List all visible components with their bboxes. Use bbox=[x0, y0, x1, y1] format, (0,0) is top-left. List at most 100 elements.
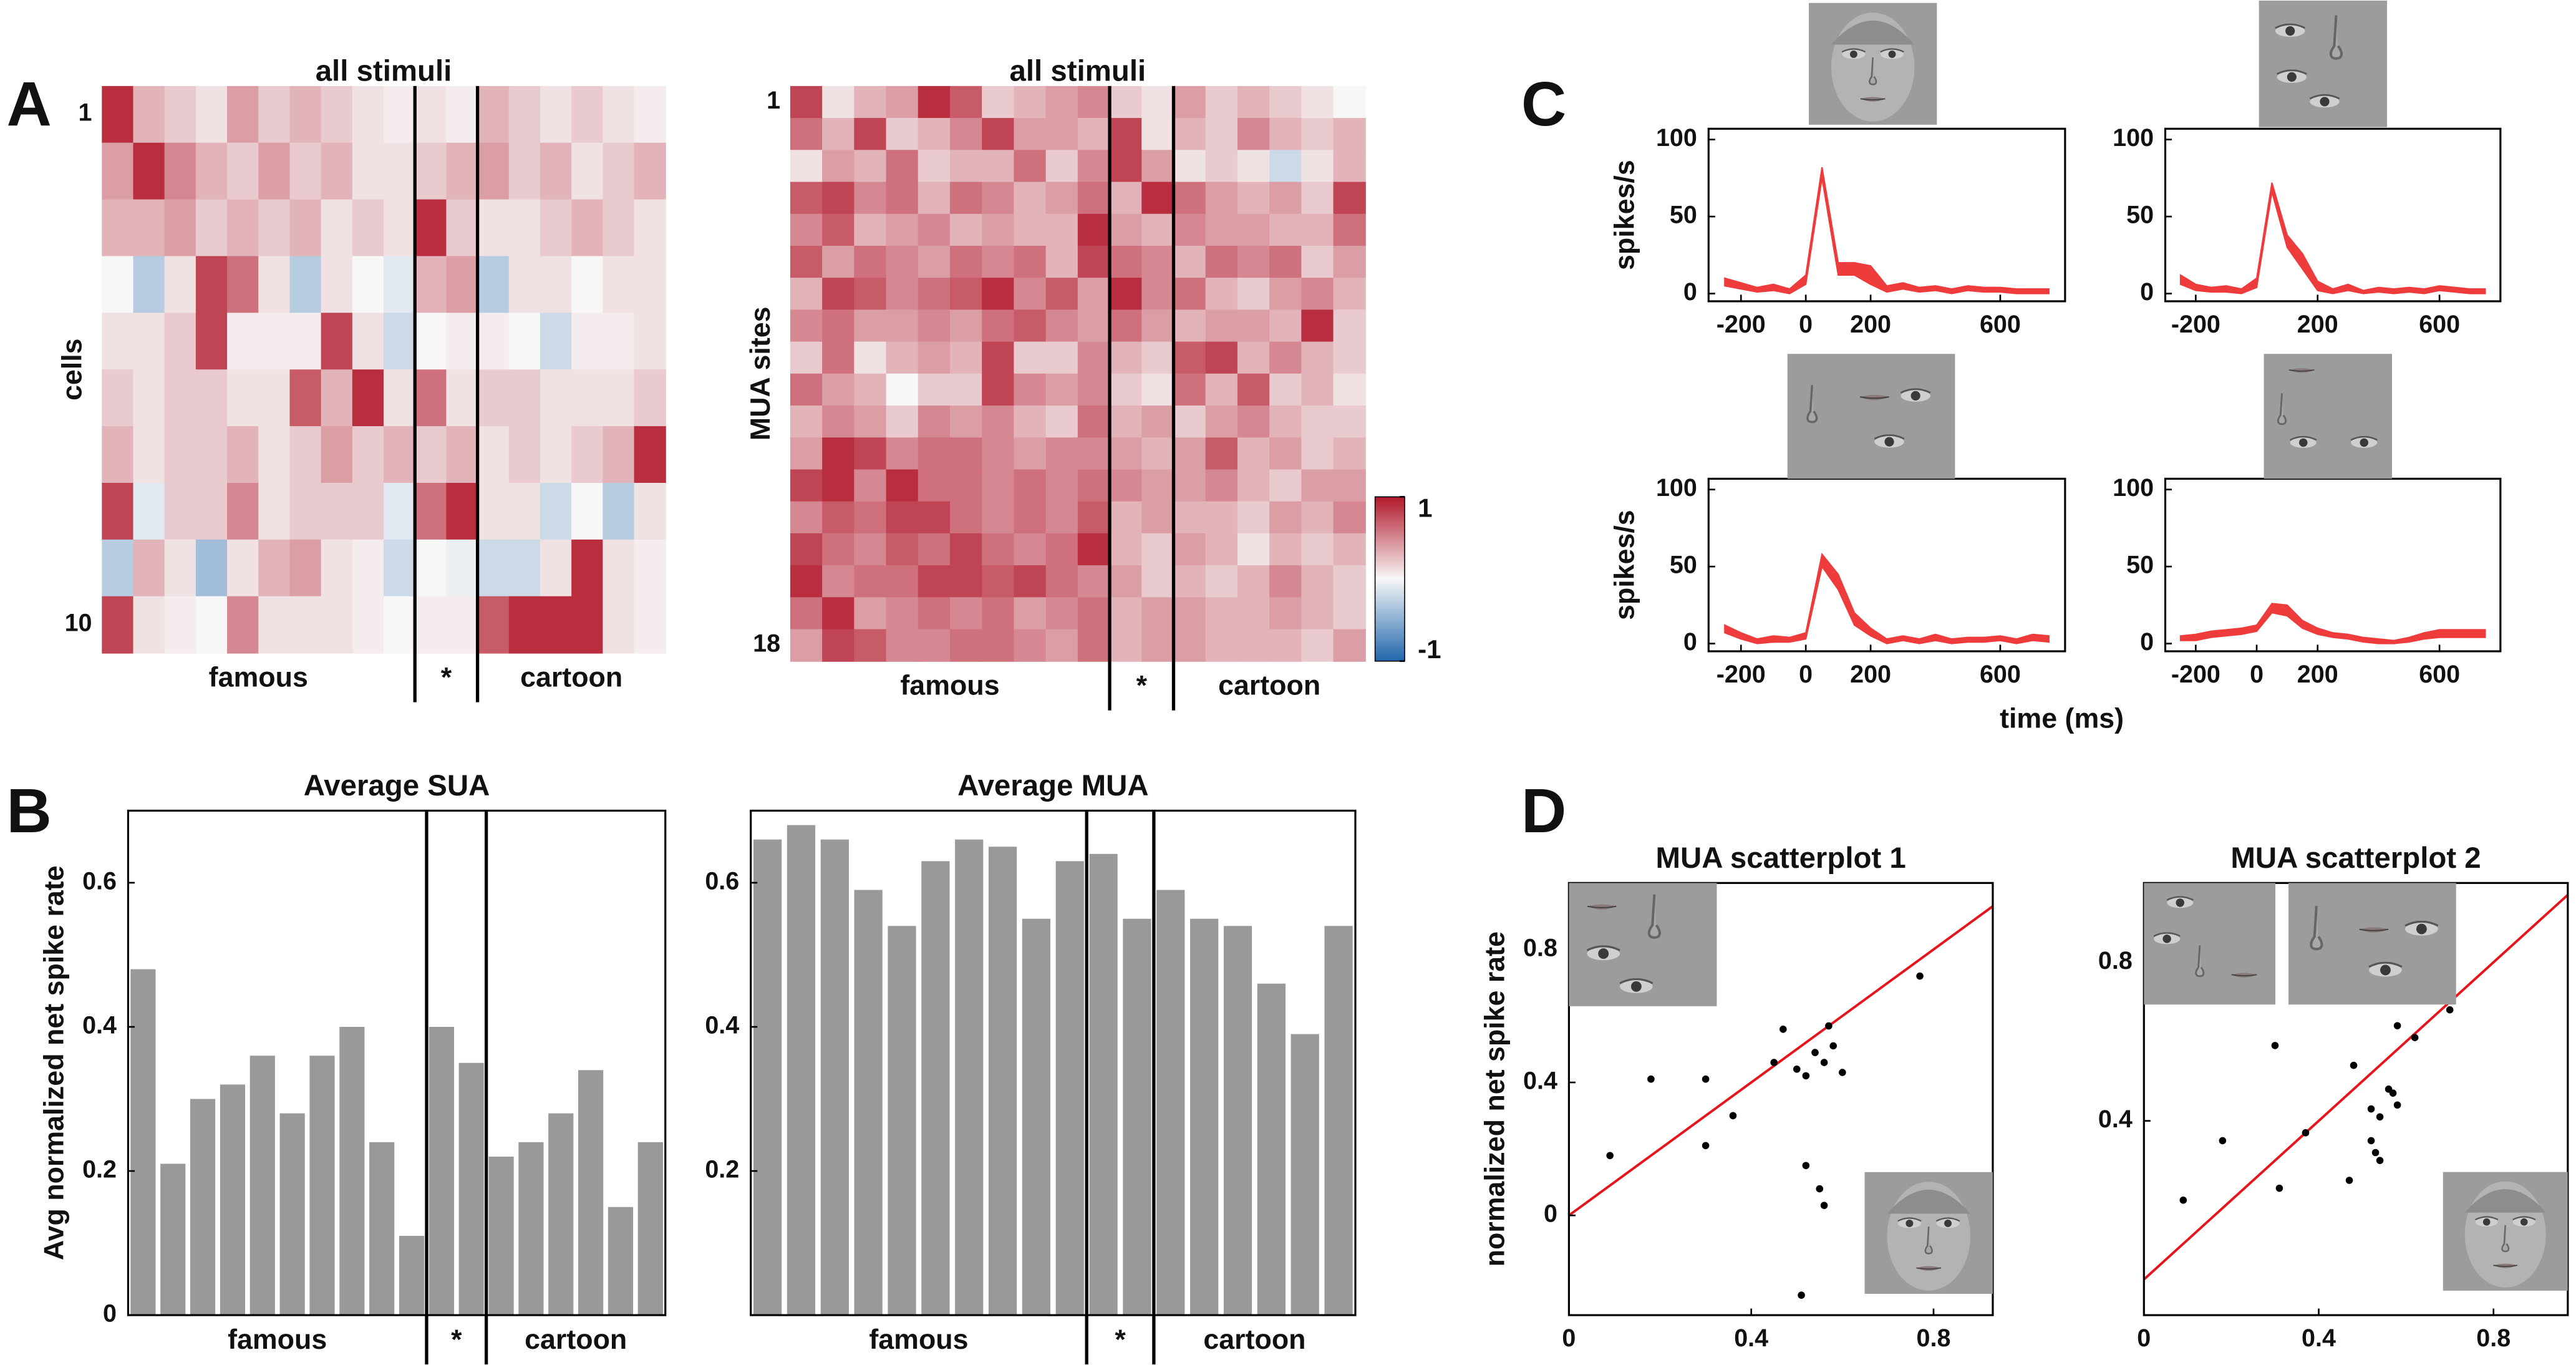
heatmap-cell bbox=[982, 469, 1015, 502]
plot-frame bbox=[1707, 127, 2066, 303]
x-tick-label: -200 bbox=[1717, 311, 1766, 338]
heatmap-cell bbox=[195, 369, 228, 427]
scatter-point bbox=[1811, 1049, 1819, 1056]
heatmap-cell bbox=[918, 341, 951, 374]
heatmap-cell bbox=[477, 256, 510, 314]
heatmap-cell bbox=[1077, 437, 1111, 470]
heatmap-cell bbox=[790, 85, 823, 119]
heatmap-cell bbox=[854, 533, 887, 566]
heatmap-cell bbox=[571, 596, 604, 654]
scatter-point bbox=[2393, 1101, 2401, 1109]
heatmap-cell bbox=[289, 426, 322, 484]
bar bbox=[1123, 918, 1151, 1316]
heatmap-cell bbox=[603, 482, 635, 540]
heatmap-cell bbox=[540, 85, 573, 143]
heatmap-cell bbox=[918, 469, 951, 502]
heatmap-cell bbox=[918, 213, 951, 247]
heatmap-cell bbox=[1045, 373, 1078, 407]
heatmap-cell bbox=[603, 313, 635, 371]
heatmap-cell bbox=[790, 501, 823, 534]
heatmap-cell bbox=[1333, 118, 1366, 151]
heatmap-cell bbox=[886, 245, 919, 279]
heatmap-cell bbox=[164, 199, 196, 257]
heatmap-cell bbox=[195, 199, 228, 257]
heatmap-cell bbox=[164, 539, 196, 597]
heatmap-cell bbox=[540, 426, 573, 484]
heatmap-cell bbox=[508, 369, 541, 427]
bar bbox=[130, 969, 156, 1316]
y-tick-label: 0 bbox=[2140, 628, 2154, 656]
heatmap-cell bbox=[1110, 245, 1143, 279]
bar bbox=[888, 926, 916, 1316]
heatmap-cell bbox=[1014, 309, 1047, 342]
colorbar bbox=[1374, 496, 1405, 662]
heatmap-cell bbox=[571, 369, 604, 427]
heatmap-cell bbox=[1205, 501, 1238, 534]
heatmap-cell bbox=[258, 482, 291, 540]
heatmap-cell bbox=[540, 256, 573, 314]
heatmap-cell bbox=[289, 369, 322, 427]
heatmap-cell bbox=[886, 213, 919, 247]
heatmap-cell bbox=[1141, 437, 1174, 470]
heatmap-cell bbox=[321, 142, 353, 200]
bar bbox=[279, 1113, 305, 1316]
heatmap-cell bbox=[886, 278, 919, 311]
heatmap-cell bbox=[1333, 406, 1366, 439]
heatmap-cell bbox=[790, 597, 823, 630]
heatmap-cell bbox=[352, 256, 385, 314]
heatmap-cell bbox=[289, 313, 322, 371]
heatmap-cell bbox=[1141, 469, 1174, 502]
heatmap-cell bbox=[1301, 469, 1334, 502]
heatmap-cell bbox=[918, 437, 951, 470]
heatmap-cell bbox=[1333, 565, 1366, 598]
heatmap-cell bbox=[352, 596, 385, 654]
heatmap-cell bbox=[540, 482, 573, 540]
bar bbox=[1022, 918, 1051, 1316]
scatter-point bbox=[2446, 1006, 2454, 1014]
y-tick-label: 0 bbox=[1683, 278, 1697, 306]
heatmap-cell bbox=[1269, 373, 1302, 407]
x-tick-label: 200 bbox=[1850, 311, 1891, 338]
bar bbox=[249, 1056, 275, 1316]
heatmap-cell bbox=[1301, 565, 1334, 598]
heatmap-cell bbox=[508, 596, 541, 654]
heatmap-cell bbox=[1173, 533, 1206, 566]
heatmap-cell bbox=[164, 596, 196, 654]
heatmap-cell bbox=[1205, 629, 1238, 662]
scatter-point bbox=[2367, 1105, 2375, 1113]
heatmap-cell bbox=[1141, 278, 1174, 311]
heatmap-cell bbox=[571, 313, 604, 371]
x-tick-label: 0.4 bbox=[2302, 1324, 2336, 1352]
heatmap-cell bbox=[918, 309, 951, 342]
heatmap-cell bbox=[352, 85, 385, 143]
scatter-point bbox=[2411, 1034, 2419, 1041]
heatmap-cell bbox=[1077, 533, 1111, 566]
heatmap-cell bbox=[854, 245, 887, 279]
heatmap-cell bbox=[1110, 437, 1143, 470]
heatmap-cell bbox=[1269, 597, 1302, 630]
heatmap-cell bbox=[1333, 278, 1366, 311]
y-tick-label: 0 bbox=[1544, 1200, 1557, 1228]
heatmap-cell bbox=[540, 199, 573, 257]
heatmap-cell bbox=[384, 369, 416, 427]
heatmap-cell bbox=[321, 482, 353, 540]
y-tick-label: 0.4 bbox=[1523, 1067, 1557, 1094]
heatmap-cell bbox=[1110, 629, 1143, 662]
scatter-point bbox=[2275, 1184, 2283, 1192]
x-tick-label: 600 bbox=[1980, 661, 2021, 688]
heatmap-cell bbox=[982, 565, 1015, 598]
heatmap-cell bbox=[195, 539, 228, 597]
heatmap-cell bbox=[949, 341, 983, 374]
scatter-point bbox=[1702, 1142, 1710, 1150]
heatmap-cell bbox=[446, 482, 478, 540]
heatmap-cell bbox=[886, 597, 919, 630]
scatter-point bbox=[2350, 1061, 2358, 1069]
scatter-point bbox=[1839, 1069, 1846, 1076]
heatmap-cell bbox=[886, 437, 919, 470]
heatmap-cell bbox=[1333, 309, 1366, 342]
heatmap-cell bbox=[1077, 629, 1111, 662]
heatmap-cell bbox=[1014, 533, 1047, 566]
heatmap-cell bbox=[1045, 182, 1078, 215]
heatmap-cell bbox=[854, 182, 887, 215]
heatmap-cell bbox=[446, 256, 478, 314]
